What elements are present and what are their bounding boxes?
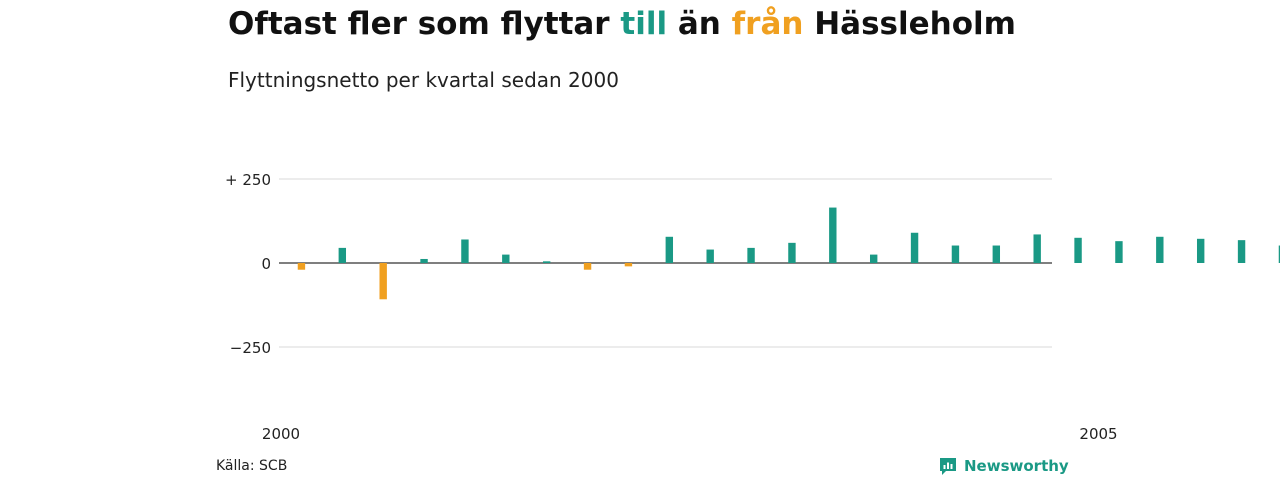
x-tick-label: 2005 [1079, 425, 1117, 443]
bar [338, 247, 347, 263]
bar [910, 232, 919, 263]
bar [624, 263, 633, 267]
chart-title: Oftast fler som flyttar till än från Häs… [228, 6, 1016, 42]
newsworthy-logo-icon [940, 458, 956, 475]
bar [869, 254, 878, 263]
bar [1115, 241, 1123, 263]
y-tick-label: 0 [261, 255, 271, 273]
bar [461, 239, 469, 263]
bar [1278, 245, 1280, 263]
x-tick-label: 2000 [262, 425, 300, 443]
y-tick-label: −250 [230, 339, 271, 357]
brand-logo: Newsworthy [938, 456, 1069, 476]
grid-lines [279, 178, 1052, 348]
bar [992, 245, 1001, 263]
bar [420, 258, 428, 263]
title-part-2: än [667, 6, 732, 42]
brand-name: Newsworthy [964, 457, 1069, 475]
bar [502, 254, 510, 263]
bar [951, 245, 960, 263]
title-highlight-in: till [620, 6, 668, 42]
source-note: Källa: SCB [216, 458, 288, 474]
title-part-1: Oftast fler som flyttar [228, 6, 621, 42]
bar [1074, 237, 1082, 263]
bar [1196, 238, 1205, 263]
y-tick-label: + 250 [225, 171, 271, 189]
bar [379, 263, 387, 300]
bar [1237, 240, 1246, 263]
title-highlight-out: från [731, 6, 804, 42]
bar [665, 236, 674, 263]
bar [747, 247, 755, 263]
bars [297, 207, 1280, 300]
title-part-3: Hässleholm [803, 6, 1016, 42]
bar [583, 263, 592, 270]
bar [1033, 234, 1041, 263]
bar [706, 249, 714, 263]
bar [829, 207, 837, 263]
bar [1156, 236, 1164, 263]
chart-subtitle: Flyttningsnetto per kvartal sedan 2000 [228, 68, 619, 92]
bar [297, 263, 306, 270]
bar [788, 242, 796, 263]
bar [542, 261, 551, 263]
